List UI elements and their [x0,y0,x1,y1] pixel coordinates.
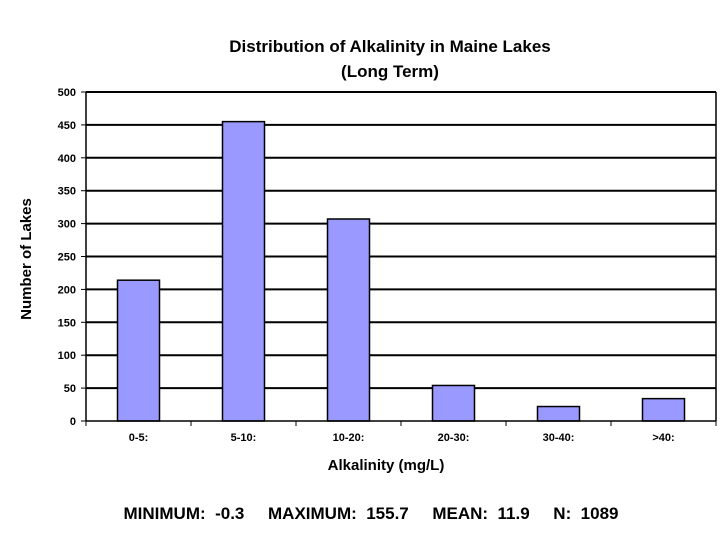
y-tick-label: 200 [58,284,76,296]
x-tick-label: 10-20: [333,432,365,444]
y-tick-label: 450 [58,120,76,132]
axes [81,91,717,426]
x-tick-label: 5-10: [231,432,257,444]
bar [326,218,371,422]
y-tick-label: 400 [58,153,76,165]
y-tick-label: 100 [58,350,76,362]
y-tick-label: 350 [58,186,76,198]
bar [221,120,266,422]
x-tick-label: 20-30: [438,432,470,444]
y-tick-labels: 0 50 100 150 200 250 300 350 400 450 500 [58,87,76,428]
y-tick-label: 50 [64,383,76,395]
bar [641,397,686,422]
x-tick-label: >40: [652,432,674,444]
y-tick-label: 250 [58,252,76,264]
y-tick-label: 500 [58,87,76,99]
x-tick-labels: 0-5: 5-10: 10-20: 20-30: 30-40: >40: [129,432,675,444]
x-axis-title: Alkalinity (mg/L) [328,457,445,474]
chart-title: Distribution of Alkalinity in Maine Lake… [229,37,550,56]
y-tick-label: 0 [70,416,76,428]
chart-subtitle: (Long Term) [341,62,439,81]
bar [536,405,581,422]
y-tick-label: 150 [58,317,76,329]
y-axis-title: Number of Lakes [18,198,35,320]
gridlines [86,91,716,390]
summary-statistics: MINIMUM: -0.3 MAXIMUM: 155.7 MEAN: 11.9 … [124,504,619,523]
x-tick-label: 0-5: [129,432,149,444]
bar [431,384,476,422]
x-tick-label: 30-40: [543,432,575,444]
bars [116,120,686,422]
bar [116,279,161,422]
y-tick-label: 300 [58,219,76,231]
